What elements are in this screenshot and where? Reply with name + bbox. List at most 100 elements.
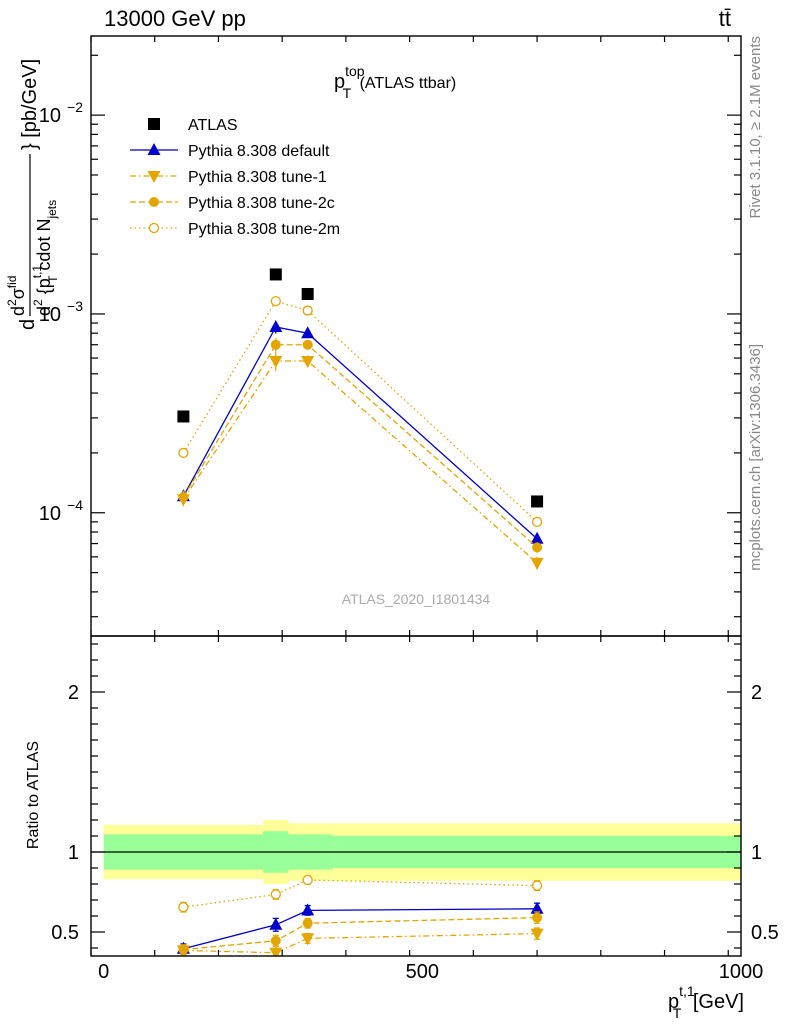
series-line-3 — [182, 344, 538, 548]
ratio-point — [532, 912, 543, 923]
data-point — [269, 319, 283, 332]
ylabel-den-d: d — [34, 306, 54, 316]
ratio-line-1 — [183, 932, 538, 954]
ratio-line-0 — [183, 908, 538, 950]
data-point — [301, 326, 315, 339]
ratio-point — [270, 935, 281, 946]
ylabel-num-exp: 2 — [5, 299, 19, 306]
xlabel-suffix: [GeV] — [687, 991, 744, 1013]
rivet-version-text: Rivet 3.1.10, ≥ 2.1M events — [747, 36, 764, 219]
data-point — [177, 410, 190, 423]
main-panel: 10 −2 10 −3 10 −4 — [39, 35, 742, 637]
ratio-y-tick-label-right: 1 — [751, 842, 762, 864]
x-tick-label: 1000 — [719, 961, 764, 983]
data-point — [270, 339, 281, 350]
svg-text:d2 {pt,1T cdot Njets: d2 {pt,1T cdot Njets — [30, 200, 60, 316]
data-point — [269, 355, 283, 368]
y-tick-exponent: −3 — [67, 298, 83, 314]
ylabel-den-text: {p — [34, 278, 54, 299]
data-point — [178, 492, 189, 503]
ratio-point — [269, 917, 283, 930]
ratio-point — [530, 901, 544, 914]
ratio-point — [531, 880, 543, 891]
data-point — [302, 305, 313, 316]
ratio-line-3 — [183, 879, 538, 908]
ratio-line-2 — [183, 916, 538, 951]
ratio-y-tick-label: 2 — [68, 682, 79, 704]
ylabel-prefix: d — [17, 319, 39, 330]
legend-label: Pythia 8.308 tune-2c — [188, 195, 335, 212]
xlabel-main: p — [668, 991, 679, 1013]
title-main: p — [334, 71, 345, 93]
ratio-y-tick-label: 1 — [68, 842, 79, 864]
ratio-y-tick-label-right: 0.5 — [751, 922, 779, 944]
mcplots-reference-text: mcplots.cern.ch [arXiv:1306.3436] — [747, 344, 764, 571]
y-tick-label: 10 — [39, 503, 61, 525]
legend-marker — [148, 118, 160, 130]
ratio-point — [270, 889, 281, 900]
data-point — [531, 495, 544, 508]
data-point — [269, 268, 282, 281]
data-point — [301, 287, 314, 300]
ylabel-num-sup: fid — [5, 276, 19, 289]
ratio-point — [269, 947, 283, 956]
analysis-watermark: ATLAS_2020_I1801434 — [342, 591, 491, 607]
ratio-point — [302, 918, 313, 929]
svg-text:} [pb/GeV]: } [pb/GeV] — [19, 59, 41, 150]
x-axis-label: pt,1 T [GeV] — [668, 983, 744, 1021]
title-suffix: (ATLAS ttbar) — [355, 75, 456, 92]
series-line-4 — [182, 300, 538, 523]
data-point — [531, 516, 543, 528]
plot-title: ptop T (ATLAS ttbar) — [334, 63, 456, 101]
y-tick-label: 10 — [39, 105, 61, 127]
data-point — [270, 295, 281, 307]
x-tick-label: 0 — [98, 961, 109, 983]
xlabel-sup: t,1 — [679, 983, 695, 999]
y-tick-exponent: −4 — [67, 497, 83, 513]
title-sup: top — [345, 63, 365, 79]
x-tick-label: 500 — [406, 961, 439, 983]
ratio-y-tick-label-right: 2 — [751, 682, 762, 704]
svg-text:d: d — [17, 319, 39, 330]
ratio-point — [178, 902, 189, 913]
series-line-2 — [182, 360, 538, 564]
y-axis-label: d d2σfid d2 {pt,1T cdot Njets } [pb/GeV] — [5, 59, 60, 330]
data-point — [532, 542, 543, 553]
ratio-panel: 0.5 0.5 1 1 2 2 — [51, 635, 779, 957]
ratio-data-layer — [176, 874, 544, 956]
legend-marker — [147, 143, 161, 155]
ylabel-num-sigma: σ — [8, 288, 28, 299]
legend-label: Pythia 8.308 default — [188, 143, 330, 160]
ratio-point — [530, 928, 544, 941]
header-process-text: tt̄ — [719, 6, 731, 31]
ylabel-den-exp: 2 — [31, 299, 45, 306]
ylabel-den-sub: T — [46, 275, 60, 283]
header-energy-text: 13000 GeV pp — [104, 6, 246, 31]
main-data-layer — [176, 268, 544, 570]
ratio-y-tick-label: 0.5 — [51, 922, 79, 944]
ratio-point — [178, 944, 189, 955]
xlabel-sub: T — [673, 1005, 682, 1021]
data-point — [301, 355, 315, 368]
data-point — [178, 447, 189, 459]
ylabel-den-sub2: jets — [45, 200, 59, 220]
data-point — [530, 557, 544, 570]
ylabel-num-d: d — [8, 306, 28, 316]
legend-marker — [147, 171, 161, 183]
ratio-point — [301, 903, 315, 916]
series-line-1 — [182, 326, 538, 540]
ylabel-den-sup: t,1 — [30, 265, 44, 279]
y-tick-exponent: −2 — [67, 99, 83, 115]
ylabel-close: } [pb/GeV] — [19, 59, 41, 150]
legend-label: Pythia 8.308 tune-2m — [188, 221, 340, 238]
ratio-point — [302, 874, 313, 886]
legend-marker — [149, 197, 159, 207]
legend-label: ATLAS — [188, 117, 238, 134]
y-tick-label: 10 — [39, 304, 61, 326]
svg-text:d2σfid: d2σfid — [5, 276, 28, 317]
ratio-point — [301, 933, 315, 946]
ratio-y-axis-label: Ratio to ATLAS — [25, 741, 42, 849]
data-point — [302, 339, 313, 350]
ratio-frame — [90, 635, 742, 957]
